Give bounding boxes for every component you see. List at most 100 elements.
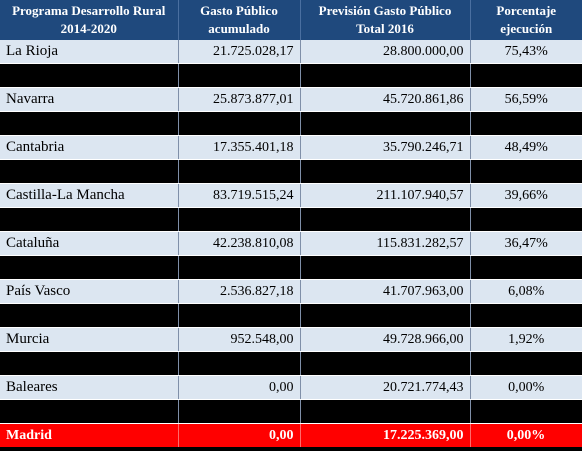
table-row-highlighted: Madrid 0,00 17.225.369,00 0,00% [0, 423, 582, 447]
accumulated-spending-cell[interactable]: 17.355.401,18 [178, 135, 301, 160]
header-program-line2: 2014-2020 [60, 21, 117, 36]
forecast-spending-cell[interactable]: 41.707.963,00 [300, 279, 471, 304]
region-name-cell[interactable]: Castilla-La Mancha [0, 183, 179, 208]
forecast-spending-cell[interactable]: 28.800.000,00 [300, 40, 471, 64]
header-percentage-line2: ejecución [500, 21, 553, 36]
accumulated-spending-cell[interactable] [178, 111, 301, 136]
header-forecast-line1: Previsión Gasto Público [318, 3, 452, 18]
table-row: Baleares 0,00 20.721.774,43 0,00% [0, 375, 582, 400]
region-name-cell[interactable] [0, 303, 179, 328]
execution-percentage-cell[interactable] [470, 303, 582, 328]
forecast-spending-cell[interactable] [300, 63, 471, 88]
execution-percentage-cell[interactable] [470, 111, 582, 136]
execution-percentage-cell[interactable] [470, 63, 582, 88]
accumulated-spending-cell[interactable]: 25.873.877,01 [178, 87, 301, 112]
region-name-cell[interactable]: Navarra [0, 87, 179, 112]
header-program: Programa Desarrollo Rural 2014-2020 [0, 0, 179, 40]
header-accumulated-spending: Gasto Público acumulado [178, 0, 301, 40]
execution-percentage-cell[interactable]: 75,43% [470, 40, 582, 64]
accumulated-spending-cell[interactable] [178, 303, 301, 328]
execution-percentage-cell[interactable]: 56,59% [470, 87, 582, 112]
execution-percentage-cell[interactable]: 0,00% [470, 423, 582, 447]
forecast-spending-cell[interactable] [300, 399, 471, 424]
accumulated-spending-cell[interactable]: 21.725.028,17 [178, 40, 301, 64]
accumulated-spending-cell[interactable] [178, 63, 301, 88]
table-row [0, 63, 582, 88]
table-body: La Rioja 21.725.028,17 28.800.000,00 75,43%… [0, 40, 582, 447]
table-row [0, 303, 582, 328]
execution-percentage-cell[interactable]: 0,00% [470, 375, 582, 400]
forecast-spending-cell[interactable] [300, 303, 471, 328]
table-row: País Vasco 2.536.827,18 41.707.963,00 6,08% [0, 279, 582, 304]
table-row [0, 111, 582, 136]
header-program-line1: Programa Desarrollo Rural [12, 3, 166, 18]
execution-percentage-cell[interactable]: 36,47% [470, 231, 582, 256]
region-name-cell[interactable]: Cantabria [0, 135, 179, 160]
accumulated-spending-cell[interactable]: 42.238.810,08 [178, 231, 301, 256]
execution-percentage-cell[interactable] [470, 159, 582, 184]
table-row [0, 351, 582, 376]
accumulated-spending-cell[interactable] [178, 399, 301, 424]
table-row: Murcia 952.548,00 49.728.966,00 1,92% [0, 327, 582, 352]
header-forecast-spending: Previsión Gasto Público Total 2016 [300, 0, 471, 40]
execution-percentage-cell[interactable] [470, 255, 582, 280]
forecast-spending-cell[interactable] [300, 207, 471, 232]
header-forecast-line2: Total 2016 [356, 21, 414, 36]
table-row: La Rioja 21.725.028,17 28.800.000,00 75,43% [0, 40, 582, 64]
accumulated-spending-cell[interactable]: 952.548,00 [178, 327, 301, 352]
header-accumulated-line2: acumulado [208, 21, 270, 36]
region-name-cell[interactable] [0, 63, 179, 88]
execution-percentage-cell[interactable] [470, 399, 582, 424]
accumulated-spending-cell[interactable] [178, 207, 301, 232]
accumulated-spending-cell[interactable] [178, 159, 301, 184]
forecast-spending-cell[interactable]: 49.728.966,00 [300, 327, 471, 352]
region-name-cell[interactable] [0, 159, 179, 184]
table-row [0, 399, 582, 424]
execution-percentage-cell[interactable]: 1,92% [470, 327, 582, 352]
header-row: Programa Desarrollo Rural 2014-2020 Gast… [0, 0, 582, 40]
execution-percentage-cell[interactable]: 39,66% [470, 183, 582, 208]
region-name-cell[interactable] [0, 207, 179, 232]
forecast-spending-cell[interactable]: 20.721.774,43 [300, 375, 471, 400]
accumulated-spending-cell[interactable]: 83.719.515,24 [178, 183, 301, 208]
region-name-cell[interactable] [0, 255, 179, 280]
table-row [0, 159, 582, 184]
accumulated-spending-cell[interactable] [178, 351, 301, 376]
region-name-cell[interactable]: La Rioja [0, 40, 179, 64]
table-row: Castilla-La Mancha 83.719.515,24 211.107.9… [0, 183, 582, 208]
forecast-spending-cell[interactable]: 211.107.940,57 [300, 183, 471, 208]
region-name-cell[interactable] [0, 111, 179, 136]
accumulated-spending-cell[interactable]: 0,00 [178, 375, 301, 400]
forecast-spending-cell[interactable] [300, 159, 471, 184]
execution-percentage-cell[interactable]: 6,08% [470, 279, 582, 304]
table-row: Cataluña 42.238.810,08 115.831.282,57 36,47… [0, 231, 582, 256]
table-row: Navarra 25.873.877,01 45.720.861,86 56,59% [0, 87, 582, 112]
execution-percentage-cell[interactable] [470, 351, 582, 376]
forecast-spending-cell[interactable]: 17.225.369,00 [300, 423, 471, 447]
region-name-cell[interactable] [0, 399, 179, 424]
forecast-spending-cell[interactable]: 45.720.861,86 [300, 87, 471, 112]
region-name-cell[interactable]: Madrid [0, 423, 179, 447]
region-name-cell[interactable]: Murcia [0, 327, 179, 352]
table-row [0, 255, 582, 280]
region-name-cell[interactable] [0, 351, 179, 376]
header-accumulated-line1: Gasto Público [200, 3, 278, 18]
execution-percentage-cell[interactable] [470, 207, 582, 232]
forecast-spending-cell[interactable]: 115.831.282,57 [300, 231, 471, 256]
forecast-spending-cell[interactable] [300, 111, 471, 136]
accumulated-spending-cell[interactable] [178, 255, 301, 280]
region-name-cell[interactable]: Baleares [0, 375, 179, 400]
region-name-cell[interactable]: País Vasco [0, 279, 179, 304]
region-name-cell[interactable]: Cataluña [0, 231, 179, 256]
forecast-spending-cell[interactable]: 35.790.246,71 [300, 135, 471, 160]
execution-percentage-cell[interactable]: 48,49% [470, 135, 582, 160]
accumulated-spending-cell[interactable]: 0,00 [178, 423, 301, 447]
forecast-spending-cell[interactable] [300, 255, 471, 280]
forecast-spending-cell[interactable] [300, 351, 471, 376]
table-row: Cantabria 17.355.401,18 35.790.246,71 48,49… [0, 135, 582, 160]
accumulated-spending-cell[interactable]: 2.536.827,18 [178, 279, 301, 304]
table-header: Programa Desarrollo Rural 2014-2020 Gast… [0, 0, 582, 40]
header-execution-percentage: Porcentaje ejecución [470, 0, 582, 40]
